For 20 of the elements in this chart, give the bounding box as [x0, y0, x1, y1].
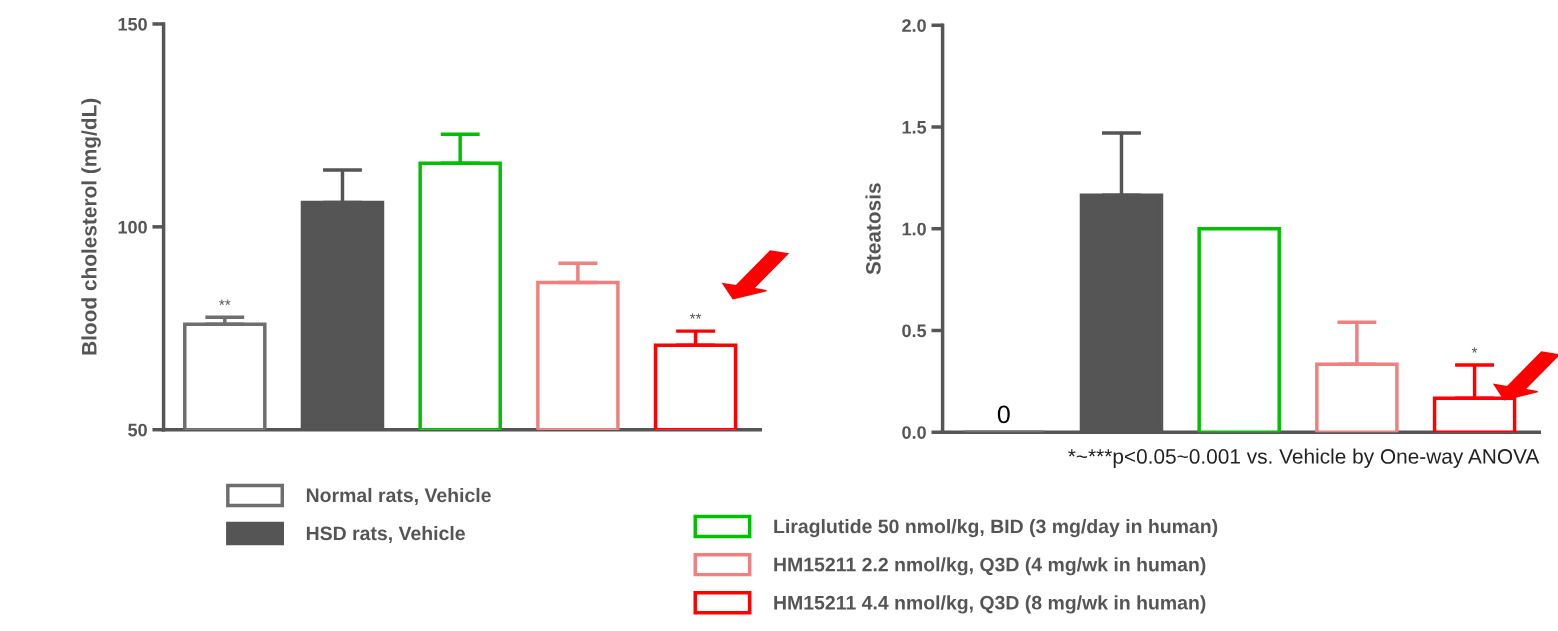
y-tick-label: 1.0 — [902, 222, 926, 236]
data-label: 0 — [997, 405, 1010, 424]
data-label: ** — [219, 299, 231, 305]
y-axis-title: Steatosis — [865, 183, 881, 275]
y-tick-label: 2.0 — [902, 19, 926, 32]
y-tick-label: 0.0 — [902, 426, 926, 439]
y-tick-label: 150 — [118, 17, 147, 31]
y-tick-label: 0.5 — [902, 324, 927, 338]
legend-label: HM15211 4.4 nmol/kg, Q3D (8 mg/wk in human) — [774, 595, 1206, 614]
y-tick-label: 50 — [128, 423, 147, 437]
text: *~***p<0.05~0.001 vs. Vehicle by One-way ANOVA — [1068, 448, 1540, 468]
legend-label: HSD rats, Vehicle — [306, 525, 465, 544]
data-label: * — [1471, 347, 1478, 353]
y-tick-label: 100 — [118, 220, 147, 234]
legend-label: HM15211 2.2 nmol/kg, Q3D (4 mg/wk in human) — [774, 557, 1206, 576]
y-axis-title: Blood cholesterol (mg/dL) — [81, 98, 101, 355]
y-tick-label: 1.5 — [902, 121, 927, 134]
legend-label: Liraglutide 50 nmol/kg, BID (3 mg/day in human) — [774, 518, 1218, 538]
data-label: ** — [689, 313, 702, 319]
legend-label: Normal rats, Vehicle — [306, 487, 491, 505]
